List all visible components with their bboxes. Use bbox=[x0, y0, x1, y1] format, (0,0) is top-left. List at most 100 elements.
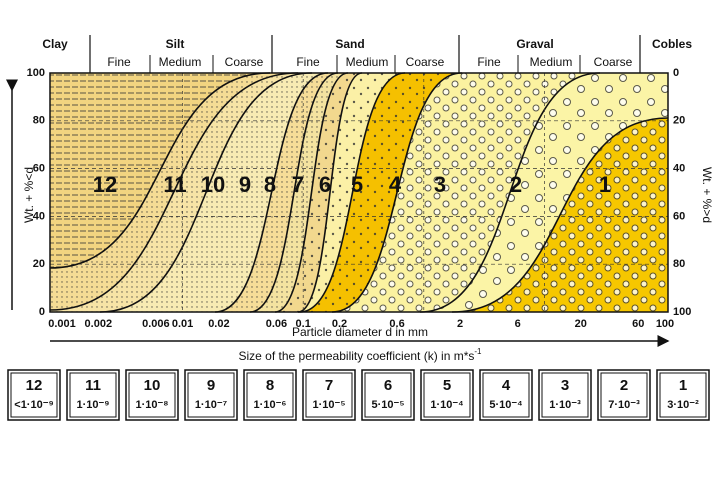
permeability-title: Size of the permeability coefficient (k)… bbox=[239, 347, 483, 363]
subfraction-label: Fine bbox=[107, 55, 131, 69]
right-tick-label: 40 bbox=[673, 163, 685, 175]
left-tick-label: 60 bbox=[33, 163, 45, 175]
x-tick-label: 0.006 bbox=[142, 318, 170, 330]
boundary-curve bbox=[214, 72, 329, 313]
boundary-curve bbox=[49, 72, 299, 311]
x-axis-label: Particle diameter d in mm bbox=[292, 325, 428, 339]
boundary-curve bbox=[451, 117, 669, 313]
k-box-zone: 5 bbox=[443, 377, 451, 394]
fraction-label: Graval bbox=[516, 37, 553, 51]
left-tick-label: 40 bbox=[33, 210, 45, 222]
x-tick-label: 0.6 bbox=[389, 318, 404, 330]
k-box-outer bbox=[302, 369, 356, 421]
right-tick-label: 20 bbox=[673, 115, 685, 127]
zone-label: 8 bbox=[264, 172, 276, 197]
fraction-label: Cobles bbox=[652, 37, 692, 51]
k-box-outer bbox=[66, 369, 120, 421]
k-box-zone: 6 bbox=[384, 377, 392, 394]
x-tick-label: 0.2 bbox=[332, 318, 347, 330]
boundary-curve bbox=[297, 72, 363, 313]
k-box-inner bbox=[305, 372, 353, 418]
k-box-outer bbox=[479, 369, 533, 421]
k-box-zone: 8 bbox=[266, 377, 274, 394]
k-box-zone: 3 bbox=[561, 377, 569, 394]
k-box-outer bbox=[597, 369, 651, 421]
zone-label: 1 bbox=[599, 172, 611, 197]
right-tick-label: 80 bbox=[673, 258, 685, 270]
x-tick-label: 0.01 bbox=[172, 318, 193, 330]
k-box-inner bbox=[187, 372, 235, 418]
k-box-value: 5·10⁻⁴ bbox=[489, 399, 522, 411]
left-axis-label: Wt. + %<d bbox=[22, 167, 36, 223]
k-box-inner bbox=[423, 372, 471, 418]
x-tick-label: 100 bbox=[656, 318, 674, 330]
x-tick-label: 0.02 bbox=[208, 318, 229, 330]
k-box-value: 1·10⁻⁵ bbox=[313, 399, 346, 411]
subfraction-label: Medium bbox=[530, 55, 573, 69]
left-tick-label: 100 bbox=[27, 67, 45, 79]
k-box-inner bbox=[69, 372, 117, 418]
boundary-curve bbox=[49, 72, 271, 269]
subfraction-label: Coarse bbox=[225, 55, 264, 69]
subfraction-label: Fine bbox=[296, 55, 320, 69]
k-box-outer bbox=[656, 369, 710, 421]
boundary-curve bbox=[331, 72, 463, 313]
boundary-curve bbox=[99, 72, 313, 313]
k-box-value: 1·10⁻⁶ bbox=[254, 399, 287, 411]
k-box-value: 1·10⁻⁸ bbox=[135, 399, 168, 411]
k-box-outer bbox=[538, 369, 592, 421]
x-tick-label: 60 bbox=[632, 318, 644, 330]
zone-label: 4 bbox=[389, 172, 402, 197]
right-axis-label: Wt. + %>d bbox=[700, 167, 714, 223]
k-box-outer bbox=[125, 369, 179, 421]
k-box-value: 3·10⁻² bbox=[667, 399, 699, 411]
subfraction-label: Fine bbox=[477, 55, 501, 69]
overlay: 12 11 10 9 8 7 6 5 4 3 2 1 bbox=[49, 72, 669, 313]
k-box-inner bbox=[482, 372, 530, 418]
zone-label: 9 bbox=[239, 172, 251, 197]
plot-frame bbox=[49, 72, 669, 313]
x-tick-label: 20 bbox=[575, 318, 587, 330]
k-box-inner bbox=[364, 372, 412, 418]
k-box-zone: 1 bbox=[679, 377, 687, 394]
right-tick-label: 100 bbox=[673, 306, 691, 318]
k-box-value: 5·10⁻⁵ bbox=[372, 399, 405, 411]
zone-label: 10 bbox=[201, 172, 225, 197]
k-box-inner bbox=[541, 372, 589, 418]
k-box-outer bbox=[243, 369, 297, 421]
right-tick-label: 0 bbox=[673, 67, 679, 79]
subfraction-label: Medium bbox=[159, 55, 202, 69]
k-box-zone: 12 bbox=[26, 377, 43, 394]
k-box-value: 1·10⁻⁹ bbox=[76, 399, 109, 411]
zone-label: 11 bbox=[163, 172, 186, 197]
k-box-value: 7·10⁻³ bbox=[608, 399, 640, 411]
x-tick-label: 0.06 bbox=[266, 318, 287, 330]
left-tick-label: 0 bbox=[39, 306, 45, 318]
k-box-inner bbox=[600, 372, 648, 418]
left-tick-label: 20 bbox=[33, 258, 45, 270]
boundary-curve bbox=[274, 72, 349, 313]
boundary-curve bbox=[249, 72, 339, 313]
zone-label: 7 bbox=[292, 172, 304, 197]
subfraction-label: Medium bbox=[346, 55, 389, 69]
k-box-zone: 2 bbox=[620, 377, 628, 394]
fraction-label: Sand bbox=[335, 37, 364, 51]
zone-label: 6 bbox=[319, 172, 331, 197]
k-box-zone: 4 bbox=[502, 377, 511, 394]
boundary-curve bbox=[419, 72, 601, 313]
k-box-zone: 11 bbox=[85, 377, 101, 394]
k-box-zone: 7 bbox=[325, 377, 333, 394]
k-box-value: 1·10⁻⁷ bbox=[195, 399, 228, 411]
k-box-outer bbox=[361, 369, 415, 421]
subfraction-label: Coarse bbox=[594, 55, 633, 69]
k-box-inner bbox=[10, 372, 58, 418]
x-tick-label: 0.001 bbox=[48, 318, 76, 330]
k-box-zone: 9 bbox=[207, 377, 215, 394]
boundary-curve bbox=[299, 72, 406, 313]
fraction-label: Clay bbox=[42, 37, 68, 51]
k-box-inner bbox=[128, 372, 176, 418]
right-tick-label: 60 bbox=[673, 210, 685, 222]
k-box-value: 1·10⁻³ bbox=[549, 399, 581, 411]
k-box-inner bbox=[659, 372, 707, 418]
